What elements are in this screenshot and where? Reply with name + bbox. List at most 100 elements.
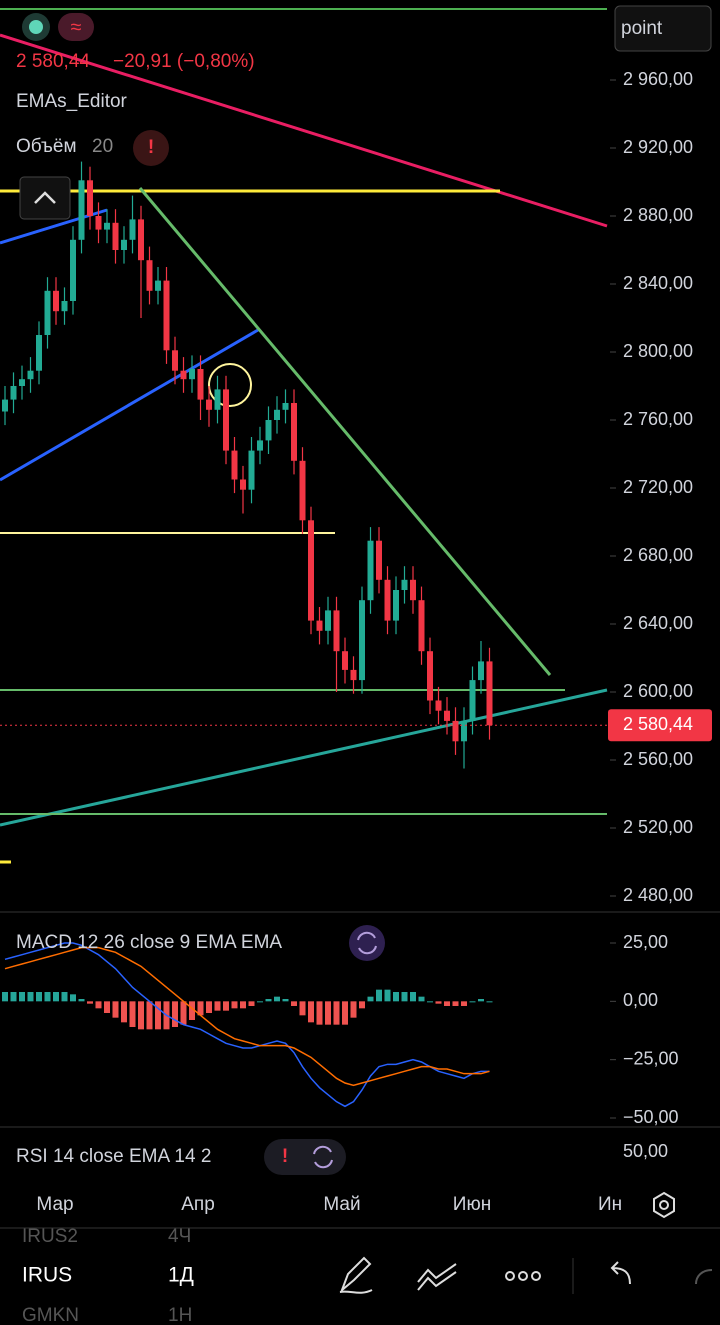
histogram-bar [104,1001,110,1013]
candle-body [214,389,221,410]
candle-body [163,280,170,351]
candle-body [427,651,433,701]
histogram-bar [376,989,382,1002]
histogram-bar [155,1001,161,1030]
histogram-bar [359,1001,365,1009]
price: 2 580,44 [16,51,90,72]
histogram-bar [240,1001,246,1009]
histogram-bar [367,996,374,1002]
histogram-bar [44,992,51,1002]
redo-icon[interactable] [695,1269,713,1285]
symbol[interactable]: IRUS [22,1264,72,1287]
y-tick-label: 2 760,00 [623,409,693,429]
histogram-bar [384,989,391,1002]
histogram-bar [308,1001,314,1023]
macd-settings[interactable] [349,925,385,961]
x-tick-label: Ин [598,1194,622,1215]
candle-body [27,370,34,380]
candle-body [384,579,391,621]
candle-body [342,651,348,670]
next-interval[interactable]: 1Н [168,1305,192,1325]
candle-body [291,403,297,461]
price-change: −20,91 (−0,80%) [113,51,255,72]
candle-body [435,700,442,711]
candle-body [172,350,178,371]
histogram-bar [418,996,425,1002]
histogram-bar [189,1001,195,1020]
histogram-bar [2,992,8,1002]
candles [2,161,493,769]
histogram-bar [257,1001,263,1003]
histogram-bar [350,1001,357,1018]
candle-body [325,610,331,631]
histogram-bar [129,1001,136,1027]
histogram-bar [291,1001,297,1006]
candle-body [333,610,340,652]
histogram-bar [197,1001,204,1016]
candle-body [257,440,263,451]
time-axis: Мар Апр Май Июн Ин [36,1194,622,1215]
candle-body [87,180,93,216]
candle-body [36,335,42,371]
histogram-bar [95,1001,102,1009]
histogram-bar [87,1001,93,1004]
last-price-label: 2 580,44 [623,714,693,734]
mode-icon[interactable] [58,13,94,41]
y-tick-label: 2 720,00 [623,477,693,497]
histogram-bar [231,1001,238,1009]
candle-body [240,479,246,490]
rsi-controls[interactable] [264,1139,346,1175]
candle-body [316,620,323,631]
more-icon[interactable] [505,1271,541,1281]
candle-body [486,661,493,726]
indicator-name: EMAs_Editor [16,91,128,112]
candle-body [19,379,25,386]
settings-icon[interactable] [653,1191,675,1219]
interval[interactable]: 1Д [168,1264,194,1287]
x-tick-label: Июн [453,1194,491,1215]
next-symbol[interactable]: GMKN [22,1305,79,1325]
candle-body [10,386,17,400]
chevron-up [34,191,56,204]
prev-symbol[interactable]: IRUS2 [22,1226,78,1247]
point-button[interactable] [614,5,712,52]
indicators-icon[interactable] [417,1263,457,1291]
trend-line [0,328,259,482]
histogram-bar [282,999,289,1002]
histogram-bar [248,1001,255,1006]
candle-body [155,280,161,291]
undo-icon[interactable] [610,1261,631,1285]
point-label: point [621,18,663,39]
histogram-bar [444,1001,450,1006]
y-tick-label: 2 800,00 [623,341,693,361]
histogram-bar [435,1001,442,1004]
histogram-bar [70,994,76,1002]
candle-body [282,403,289,410]
y-tick-label: 2 880,00 [623,205,693,225]
histogram-bar [121,1001,127,1023]
histogram-bar [478,999,484,1002]
collapse-button[interactable] [19,176,71,220]
x-tick-label: Апр [181,1194,215,1215]
histogram-bar [410,992,416,1002]
histogram-bar [27,992,34,1002]
histogram-bar [10,992,17,1002]
x-tick-label: Май [323,1194,360,1215]
y-tick-label: −25,00 [623,1048,679,1068]
histogram-bar [53,992,59,1002]
rsi-tick-label: 50,00 [623,1141,668,1161]
y-tick-label: 2 480,00 [623,885,693,905]
candle-body [248,450,255,490]
prev-interval[interactable]: 4Ч [168,1226,191,1247]
candle-body [418,600,425,652]
y-tick-label: 2 520,00 [623,817,693,837]
warning-icon[interactable] [133,130,169,166]
histogram-bar [19,992,25,1002]
histogram-bar [36,992,42,1002]
histogram-bar [333,1001,340,1025]
histogram-bar [461,1001,467,1006]
draw-icon[interactable] [339,1256,373,1294]
settings-dot [659,1200,669,1210]
y-tick-label: 2 560,00 [623,749,693,769]
volume-period: 20 [92,136,113,157]
